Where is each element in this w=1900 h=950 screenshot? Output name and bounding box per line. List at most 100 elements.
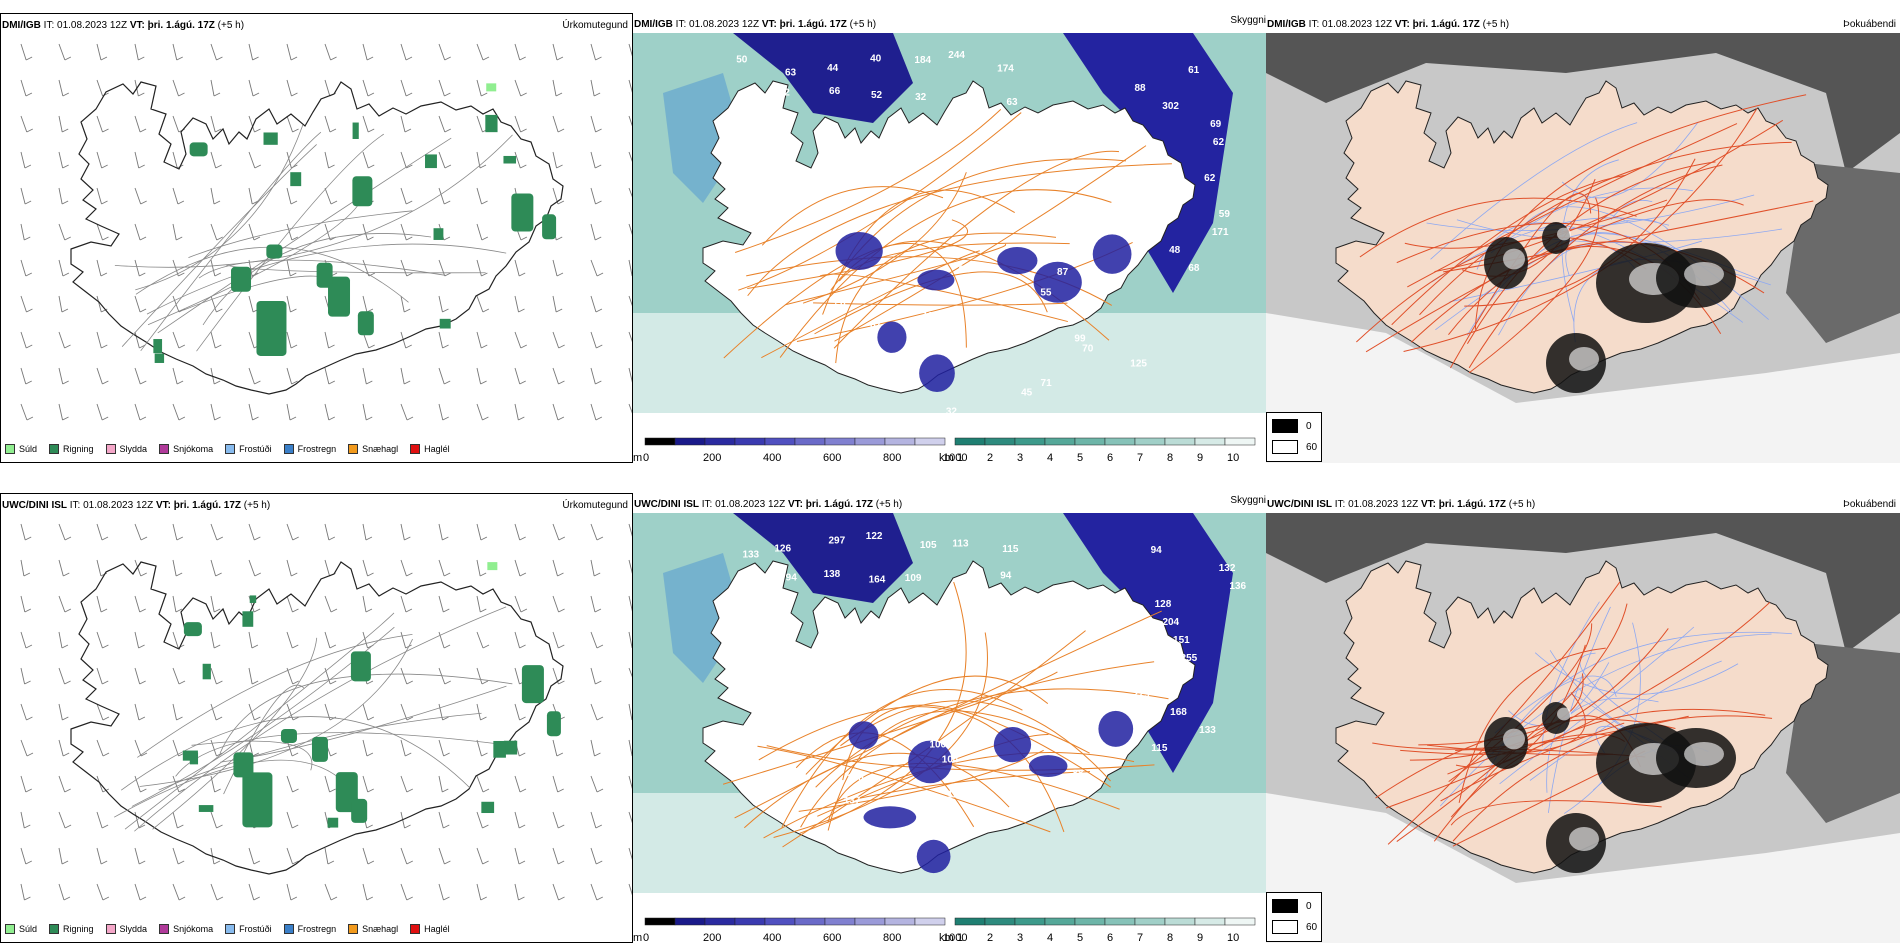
cloud-base-label: 69 <box>1210 119 1222 130</box>
fog-areas <box>1484 222 1736 393</box>
wind-barb <box>96 79 109 97</box>
wind-barb <box>400 595 413 613</box>
legend-item-rain: Rigning <box>49 444 94 454</box>
cloud-base-label: 125 <box>1130 359 1147 370</box>
road <box>757 745 1051 833</box>
fog-type-label-row-1: Þokuábendi <box>1843 499 1896 510</box>
wind-barb <box>552 295 563 313</box>
river <box>1494 675 1617 734</box>
colorbar-segment <box>1164 437 1196 446</box>
colorbar-tick: 5 <box>1077 452 1083 463</box>
road <box>1443 200 1814 273</box>
wind-barb <box>58 151 69 169</box>
colorbar-unit: km <box>939 932 954 943</box>
wind-barb <box>362 883 374 901</box>
cloud-base-label: 112 <box>732 578 749 589</box>
low-cloud-area <box>1063 33 1233 293</box>
colorbar-segment <box>884 917 916 926</box>
cloud-base-label: 50 <box>736 54 748 65</box>
cloud-base-label: 105 <box>920 540 937 551</box>
road <box>1359 197 1637 258</box>
colorbar-segment <box>1194 437 1226 446</box>
wind-barb <box>476 811 489 829</box>
wind-barb <box>286 631 299 649</box>
cloud-base-label: 12 <box>779 88 791 99</box>
wind-barb <box>476 403 489 421</box>
wind-barb <box>628 259 632 277</box>
legend-swatch <box>283 444 294 454</box>
road <box>120 716 471 791</box>
colorbar-segment <box>884 437 916 446</box>
colorbar-segment <box>1044 437 1076 446</box>
wind-barb <box>552 403 565 421</box>
cloud-blob <box>919 354 955 393</box>
road <box>191 740 313 771</box>
wind-barb <box>590 559 601 577</box>
wind-barb <box>58 223 71 241</box>
colorbar-segment <box>1134 437 1166 446</box>
wind-barb <box>20 295 33 313</box>
rain-cell <box>433 228 444 240</box>
wind-barb <box>628 847 632 860</box>
wind-barb <box>210 43 223 61</box>
cloud-base-labels: 133 126 297 122 105 113 115 112 94 138 164 109 122 94… <box>732 531 1246 806</box>
cloud-base-label: 61 <box>1188 65 1200 76</box>
colorbar-segment <box>794 437 826 446</box>
wind-barb <box>20 775 32 793</box>
wind-barb <box>552 43 564 61</box>
legend-item-sleet: Slydda <box>105 924 147 934</box>
road <box>1458 647 1606 803</box>
legend-swatch <box>225 444 236 454</box>
colorbar-segment <box>704 917 736 926</box>
river <box>1546 697 1659 793</box>
wind-barb <box>400 403 414 421</box>
colorbar-tick: 400 <box>763 932 781 943</box>
wind-barb <box>134 523 148 541</box>
wind-barb <box>438 559 451 577</box>
cloud-base-label: 63 <box>785 68 797 79</box>
fog-blob-highlight <box>1503 728 1525 750</box>
wind-barb <box>438 331 449 349</box>
wind-barb <box>20 703 33 721</box>
cloud-base-label: 61 <box>959 265 971 276</box>
cloud-type-label-row-0: Skyggni <box>1230 15 1266 26</box>
wind-barb <box>438 259 451 277</box>
cloud-base-label: 94 <box>1000 571 1012 582</box>
wind-barb <box>96 295 108 313</box>
wind-barb <box>172 559 183 577</box>
cloud-base-label: 62 <box>1213 137 1225 148</box>
cloud-base-label: 88 <box>1072 769 1084 780</box>
cloud-base-label: 94 <box>1151 545 1163 556</box>
wind-barb <box>362 43 374 61</box>
wind-barb <box>210 79 221 97</box>
colorbar-segment <box>824 437 856 446</box>
wind-barb <box>324 403 335 421</box>
road <box>1468 164 1723 369</box>
fog-legend-white-value: 60 <box>1306 921 1318 933</box>
cloud-base-areas <box>835 231 1132 393</box>
legend-item-drizzle: Súld <box>5 444 37 454</box>
rain-cell <box>357 311 374 336</box>
rain-areas <box>153 83 557 363</box>
wind-barb <box>590 595 602 613</box>
wind-barb <box>552 331 565 349</box>
rain-cell <box>256 300 287 356</box>
cloud-colorbar-svg: m 0 200 400 600 800 1000 km 1 2 3 4 5 6 7 8 9 10 <box>633 437 1256 463</box>
rain-cell <box>327 817 339 828</box>
wind-barbs <box>20 523 632 901</box>
wind-barb <box>476 739 488 757</box>
wind-barb <box>58 115 69 133</box>
wind-barb <box>210 523 224 541</box>
river <box>1439 633 1772 807</box>
wind-barb <box>362 151 375 169</box>
cloud-base-label: 63 <box>1157 155 1169 166</box>
wind-barb <box>400 703 414 721</box>
wind-barb <box>400 43 413 61</box>
wind-barb <box>96 883 110 901</box>
wind-barb <box>476 331 488 349</box>
wind-barb <box>362 559 374 577</box>
wind-barb <box>476 43 490 61</box>
wind-barb <box>58 559 70 577</box>
rain-cell <box>350 651 371 682</box>
road <box>1450 708 1766 818</box>
